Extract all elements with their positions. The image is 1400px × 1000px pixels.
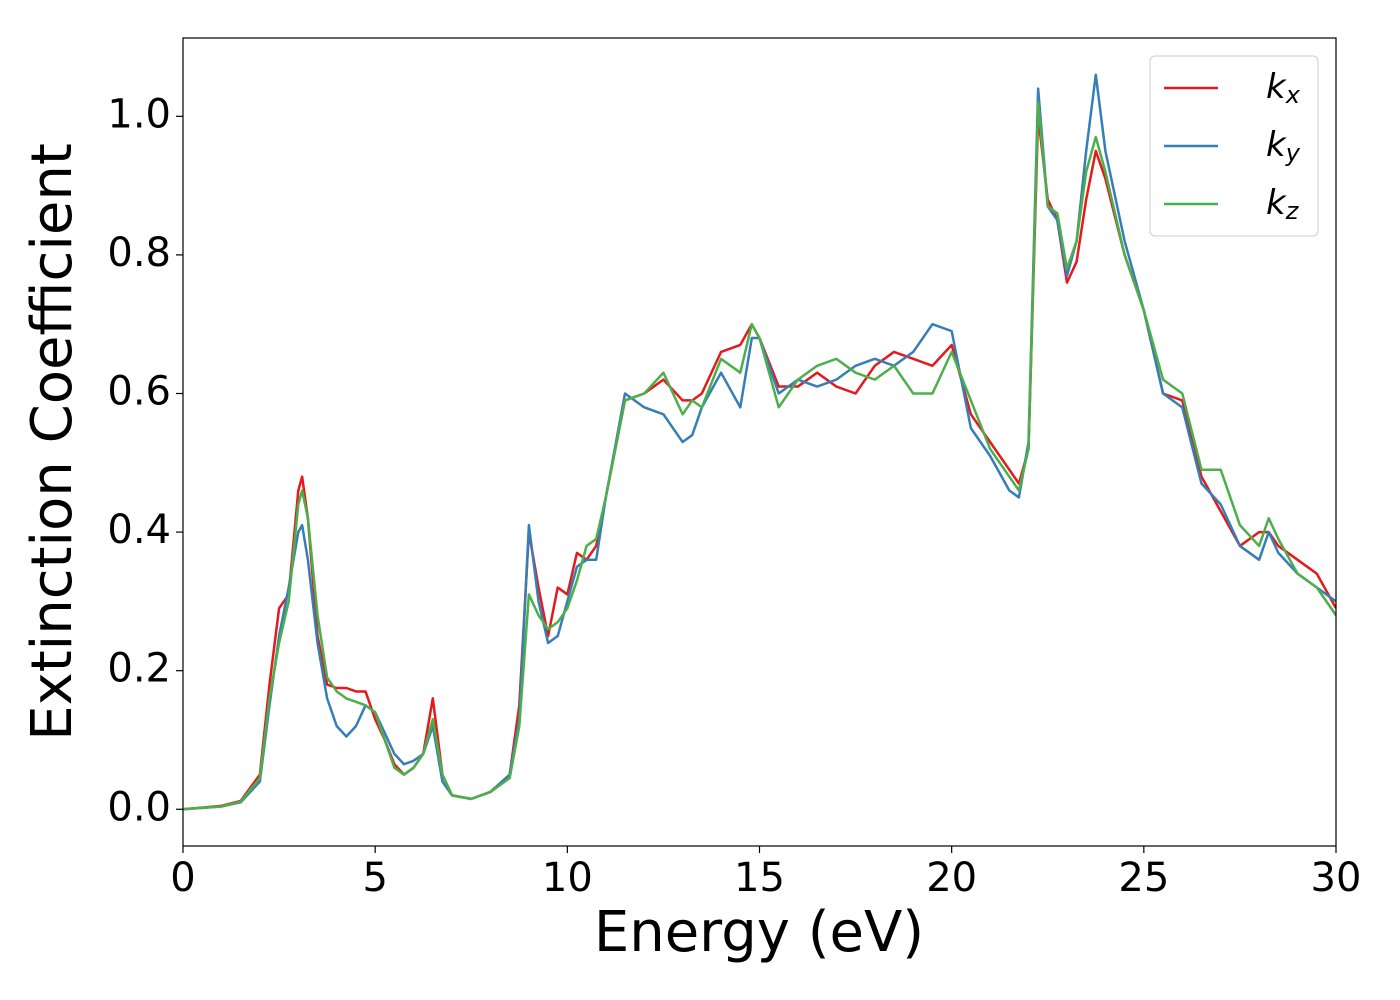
x-axis-label: Energy (eV) [594, 900, 924, 965]
x-tick-label: 0 [170, 855, 195, 901]
x-tick-label: 10 [542, 855, 593, 901]
legend-label: ky [1266, 125, 1301, 168]
plot-frame [182, 37, 1337, 847]
y-tick-label: 0.8 [107, 230, 171, 276]
legend-label: kx [1266, 67, 1301, 110]
y-tick-label: 0.2 [107, 646, 171, 692]
series-line [183, 101, 1336, 811]
x-tick-label: 20 [926, 855, 977, 901]
x-tick-label: 25 [1118, 855, 1169, 901]
x-tick-label: 5 [362, 855, 387, 901]
y-tick-label: 0.6 [107, 368, 171, 414]
y-axis-label: Extinction Coefficient [20, 143, 85, 741]
y-tick-label: 0.0 [107, 784, 171, 830]
series-line [183, 115, 1336, 811]
series-line [183, 73, 1336, 811]
legend-label: kz [1266, 183, 1300, 226]
y-tick-label: 1.0 [107, 91, 171, 137]
legend-box [1149, 55, 1319, 237]
y-tick-label: 0.4 [107, 507, 171, 553]
x-tick-label: 15 [734, 855, 785, 901]
x-tick-label: 30 [1311, 855, 1362, 901]
